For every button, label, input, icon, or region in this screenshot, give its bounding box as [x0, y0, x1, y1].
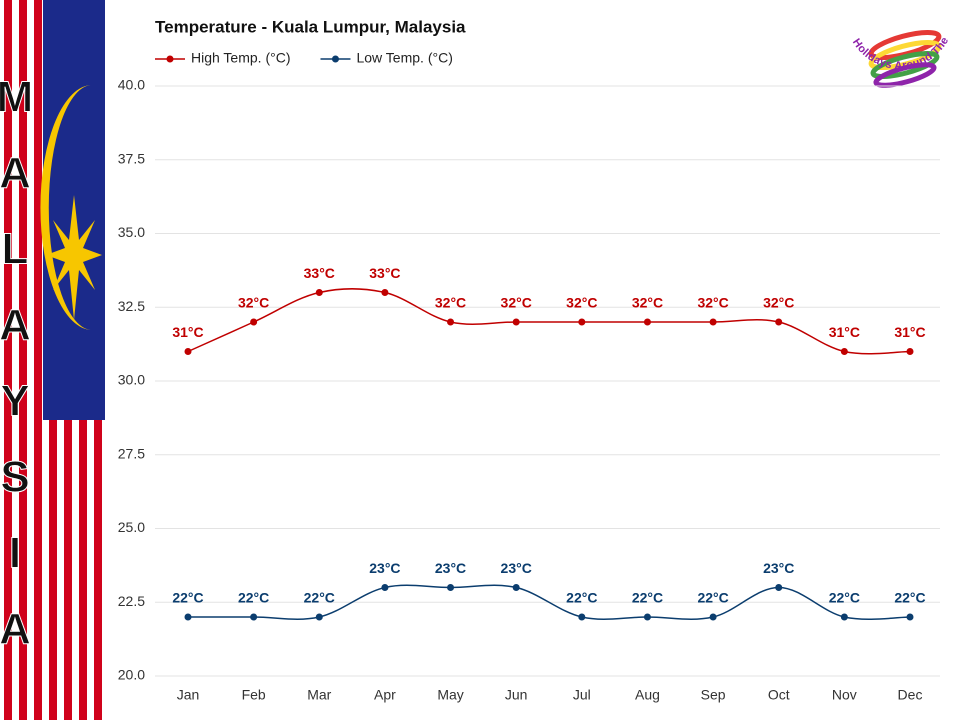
x-tick-label: Aug [635, 687, 660, 703]
data-label: 23°C [435, 560, 466, 576]
data-label: 33°C [304, 265, 335, 281]
banner-letter: L [2, 225, 29, 274]
x-tick-label: Feb [242, 687, 266, 703]
data-point [840, 348, 848, 355]
y-tick-label: 30.0 [118, 372, 145, 388]
data-point [315, 289, 323, 296]
data-label: 22°C [304, 590, 335, 606]
data-label: 31°C [894, 324, 925, 340]
banner-letter: A [0, 605, 31, 654]
data-point [906, 348, 914, 355]
data-point [447, 318, 455, 326]
x-tick-label: Jan [177, 687, 200, 703]
data-point [840, 613, 848, 621]
y-tick-label: 35.0 [118, 224, 145, 240]
banner-letter: M [0, 73, 33, 122]
logo-text: Holidays Around The World [0, 0, 951, 72]
banner-letter: Y [0, 377, 29, 426]
banner-letter: S [0, 453, 29, 502]
legend-label: Low Temp. (°C) [356, 50, 452, 66]
data-label: 23°C [501, 560, 532, 576]
data-point [381, 289, 389, 296]
data-point [184, 613, 192, 621]
flag-star [46, 195, 102, 320]
logo-ring [870, 50, 940, 80]
data-point [315, 613, 323, 621]
data-point [250, 318, 258, 326]
data-label: 22°C [238, 590, 269, 606]
data-label: 22°C [829, 590, 860, 606]
flag-stripe [34, 0, 42, 720]
data-point [906, 613, 914, 621]
data-label: 22°C [172, 590, 203, 606]
data-point [643, 613, 651, 621]
banner-letter: A [0, 301, 31, 350]
data-label: 23°C [763, 560, 794, 576]
banner-letter: I [9, 529, 21, 578]
data-label: 23°C [369, 560, 400, 576]
data-label: 33°C [369, 265, 400, 281]
x-tick-label: May [437, 687, 463, 703]
x-tick-label: Apr [374, 687, 396, 703]
y-tick-label: 37.5 [118, 150, 145, 166]
logo-text-path: Holidays Around The World [0, 0, 951, 72]
data-point [775, 584, 783, 591]
data-point [184, 348, 192, 355]
x-tick-label: Jul [573, 687, 591, 703]
x-tick-label: Oct [768, 687, 790, 703]
data-point [447, 584, 455, 591]
y-tick-label: 22.5 [118, 593, 145, 609]
y-tick-label: 27.5 [118, 445, 145, 461]
flag-crescent [40, 85, 92, 330]
data-point [775, 318, 783, 326]
data-label: 32°C [697, 295, 728, 311]
flag [0, 0, 105, 720]
data-point [709, 613, 717, 621]
chart-title: Temperature - Kuala Lumpur, Malaysia [155, 17, 466, 36]
x-tick-label: Mar [307, 687, 331, 703]
legend-label: High Temp. (°C) [191, 50, 290, 66]
flag-stripe [4, 0, 12, 720]
y-tick-label: 20.0 [118, 667, 145, 683]
x-tick-label: Jun [505, 687, 528, 703]
data-label: 31°C [829, 324, 860, 340]
data-point [512, 584, 520, 591]
data-label: 32°C [632, 295, 663, 311]
data-label: 32°C [566, 295, 597, 311]
flag-stripe [19, 0, 27, 720]
data-point [512, 318, 520, 326]
data-label: 32°C [238, 295, 269, 311]
series-line [187, 288, 911, 355]
x-tick-label: Sep [701, 687, 726, 703]
data-label: 32°C [501, 295, 532, 311]
data-point [578, 318, 586, 326]
y-tick-label: 32.5 [118, 298, 145, 314]
x-tick-label: Nov [832, 687, 857, 703]
x-tick-label: Dec [898, 687, 923, 703]
logo-ring [868, 39, 942, 71]
data-point [709, 318, 717, 326]
banner-letter: A [0, 149, 31, 198]
legend-dot [331, 55, 339, 63]
data-label: 22°C [632, 590, 663, 606]
data-label: 22°C [566, 590, 597, 606]
logo-ring [873, 62, 937, 88]
data-point [381, 584, 389, 591]
series-line [188, 584, 911, 620]
data-label: 22°C [697, 590, 728, 606]
data-label: 31°C [172, 324, 203, 340]
y-tick-label: 25.0 [118, 519, 145, 535]
data-label: 32°C [435, 295, 466, 311]
data-point [643, 318, 651, 326]
data-point [250, 613, 258, 621]
data-point [578, 613, 586, 621]
y-tick-label: 40.0 [118, 77, 145, 93]
data-label: 32°C [763, 295, 794, 311]
legend-dot [166, 55, 174, 63]
data-label: 22°C [894, 590, 925, 606]
